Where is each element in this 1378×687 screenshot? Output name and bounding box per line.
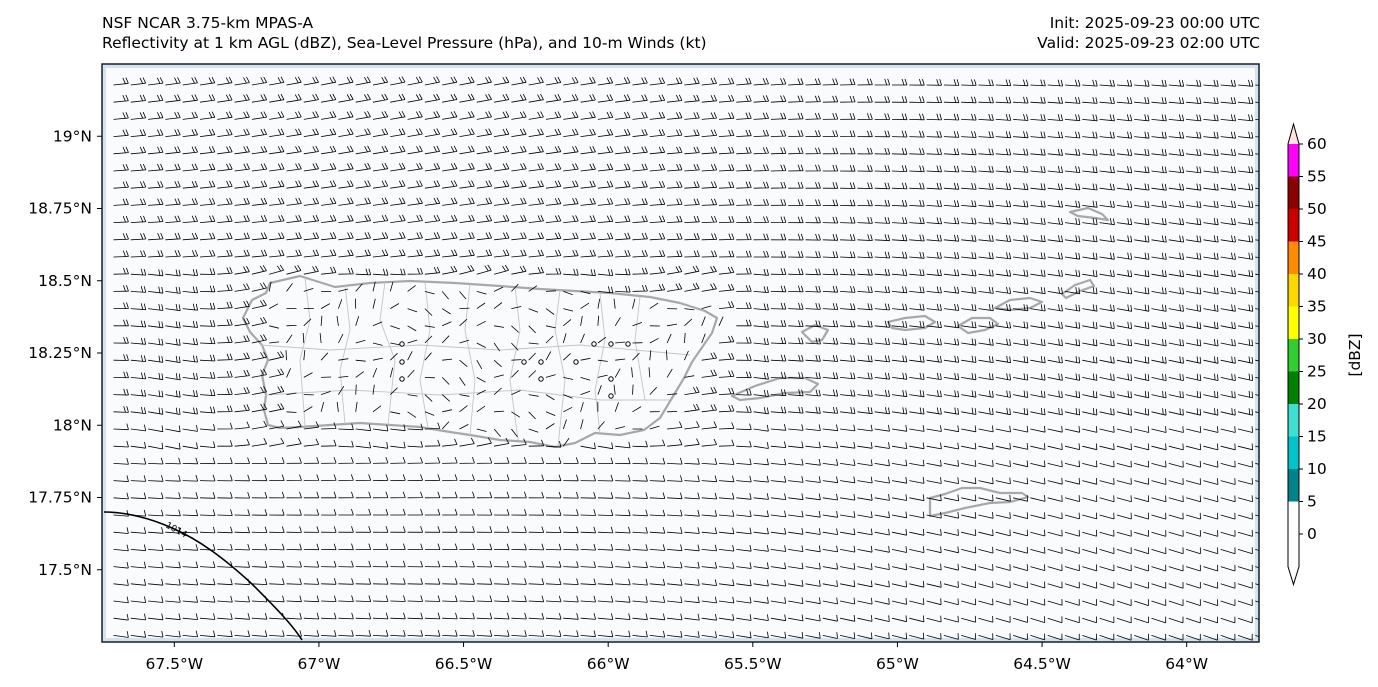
model-title: NSF NCAR 3.75-km MPAS-A [102, 14, 314, 32]
colorbar-bin [1288, 176, 1299, 209]
lat-tick-label: 17.75°N [28, 489, 92, 507]
st-thomas-coast [886, 314, 937, 332]
station-marker [608, 393, 614, 399]
latitude-axis: 19°N 18.75°N 18.5°N 18.25°N 18°N 17.75°N 17.5°… [28, 127, 102, 579]
station-marker [625, 341, 631, 347]
station-marker [399, 359, 405, 365]
lon-tick-label: 66.5°W [435, 655, 493, 673]
vieques-coast [730, 376, 820, 402]
colorbar: 0 5 10 15 20 25 30 35 40 45 50 55 60 [1287, 122, 1327, 587]
colorbar-tick-label: 50 [1307, 200, 1327, 218]
wind-barb-field [113, 76, 1259, 641]
colorbar-bin [1288, 274, 1299, 307]
st-john-coast [956, 316, 1000, 335]
colorbar-label: [dBZ] [1346, 333, 1364, 376]
colorbar-tick-label: 25 [1307, 363, 1327, 381]
valid-time: Valid: 2025-09-23 02:00 UTC [1037, 34, 1260, 52]
lon-tick-label: 64.5°W [1013, 655, 1071, 673]
station-marker [573, 359, 579, 365]
lat-tick-label: 18.5°N [38, 272, 92, 290]
reflectivity-field-clear [106, 68, 1255, 638]
colorbar-tick-label: 20 [1307, 395, 1327, 413]
init-time: Init: 2025-09-23 00:00 UTC [1049, 14, 1260, 32]
colorbar-bin [1288, 209, 1299, 242]
colorbar-bin [1288, 144, 1299, 177]
title-block-left: NSF NCAR 3.75-km MPAS-A Reflectivity at … [102, 13, 707, 53]
lat-tick-label: 19°N [53, 127, 92, 145]
colorbar-tick-label: 0 [1307, 525, 1317, 543]
station-marker [591, 341, 597, 347]
colorbar-bin [1288, 339, 1299, 372]
longitude-axis: 67.5°W 67°W 66.5°W 66°W 65.5°W 65°W 64.5°W 64°W [146, 642, 1208, 673]
station-marker [538, 376, 544, 382]
station-marker [608, 376, 614, 382]
station-markers [399, 341, 631, 399]
lon-tick-label: 67.5°W [146, 655, 204, 673]
colorbar-tick-label: 55 [1307, 168, 1327, 186]
lon-tick-label: 66°W [587, 655, 630, 673]
lat-tick-label: 18.25°N [28, 344, 92, 362]
station-marker [538, 359, 544, 365]
lon-tick-label: 64°W [1165, 655, 1208, 673]
fields-title: Reflectivity at 1 km AGL (dBZ), Sea-Leve… [102, 34, 707, 52]
colorbar-tick-label: 5 [1307, 493, 1317, 511]
virgin-gorda-coast [1060, 278, 1096, 300]
colorbar-outline [1287, 122, 1300, 587]
lat-tick-label: 18.75°N [28, 200, 92, 218]
municipal-boundaries [259, 277, 691, 447]
colorbar-bin [1288, 469, 1299, 502]
puerto-rico-coast [241, 274, 719, 449]
lon-tick-label: 65.5°W [724, 655, 782, 673]
colorbar-over-extension [1288, 124, 1299, 144]
coastlines [241, 206, 1110, 518]
lon-tick-label: 67°W [298, 655, 341, 673]
lat-tick-label: 17.5°N [38, 561, 92, 579]
colorbar-tick-label: 30 [1307, 330, 1327, 348]
colorbar-tick-label: 60 [1307, 135, 1327, 153]
colorbar-tick-label: 40 [1307, 265, 1327, 283]
colorbar-bin [1288, 241, 1299, 274]
isobar-1014 [103, 511, 303, 641]
st-croix-coast [928, 486, 1030, 518]
wind-barbs [113, 76, 1259, 641]
lon-tick-label: 65°W [876, 655, 919, 673]
colorbar-tick-label: 35 [1307, 298, 1327, 316]
colorbar-bin [1288, 436, 1299, 469]
anegada-coast [1068, 206, 1110, 222]
colorbar-tick-label: 10 [1307, 460, 1327, 478]
colorbar-bin [1288, 306, 1299, 339]
station-marker [399, 341, 405, 347]
station-marker [521, 359, 527, 365]
station-marker [608, 341, 614, 347]
station-marker [399, 376, 405, 382]
colorbar-tick-label: 45 [1307, 233, 1327, 251]
colorbar-tick-label: 15 [1307, 428, 1327, 446]
colorbar-under-extension [1288, 534, 1299, 585]
colorbar-bin [1288, 404, 1299, 437]
lat-tick-label: 18°N [53, 416, 92, 434]
title-block-right: Init: 2025-09-23 00:00 UTC Valid: 2025-0… [1037, 13, 1260, 53]
colorbar-bin [1288, 371, 1299, 404]
tortola-coast [993, 296, 1044, 312]
